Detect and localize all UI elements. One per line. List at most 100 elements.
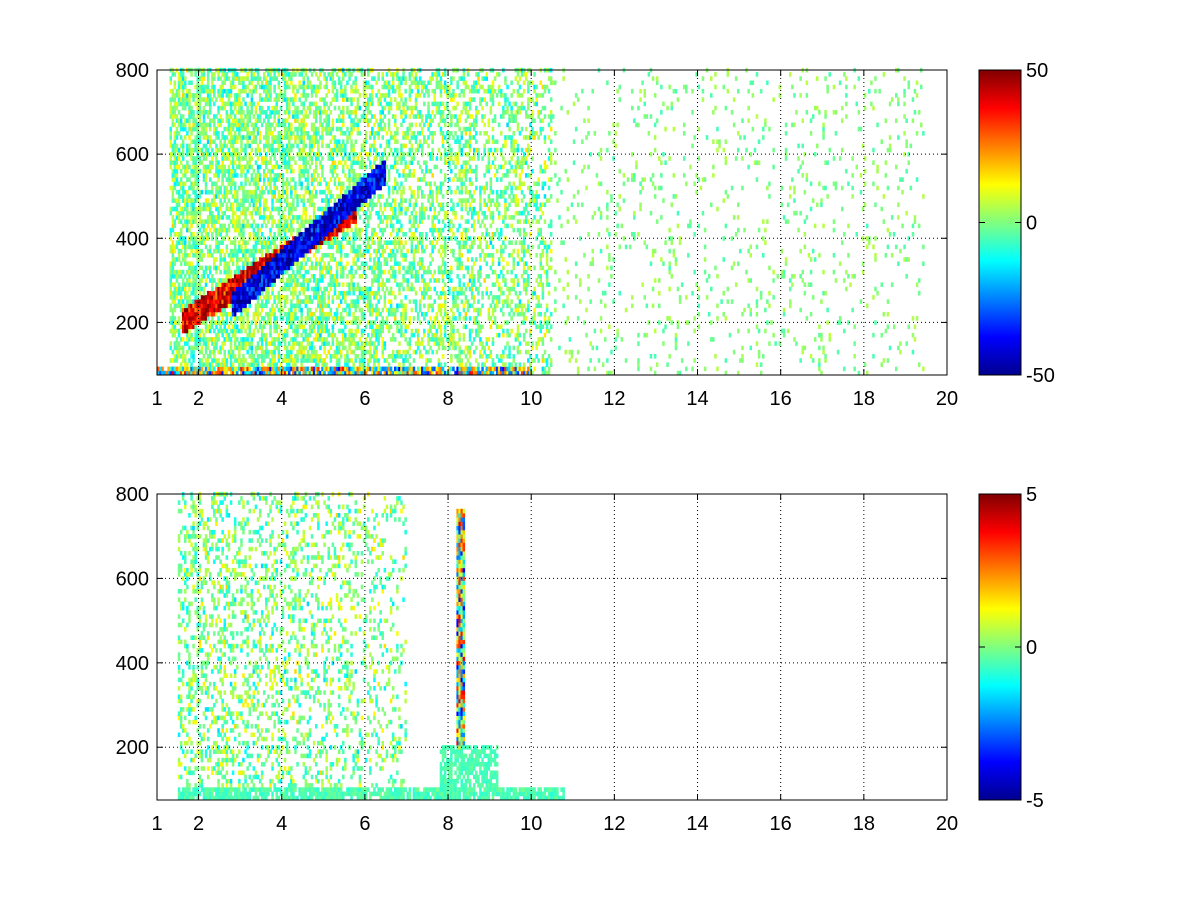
heatmap-cell <box>236 194 239 199</box>
heatmap-cell <box>236 206 239 212</box>
heatmap-cell <box>215 227 218 233</box>
heatmap-cell <box>306 84 310 90</box>
heatmap-cell <box>306 236 310 241</box>
heatmap-cell <box>227 366 231 372</box>
heatmap-cell <box>315 219 318 224</box>
heatmap-cell <box>381 72 384 77</box>
heatmap-cell <box>367 290 370 296</box>
heatmap-cell <box>377 366 380 372</box>
heatmap-cell <box>265 349 268 355</box>
heatmap-cell <box>362 118 366 123</box>
heatmap-cell <box>198 219 202 224</box>
heatmap-cell <box>383 240 387 245</box>
heatmap-cell <box>238 164 241 170</box>
heatmap-cell <box>352 332 355 338</box>
heatmap-cell <box>381 173 384 178</box>
heatmap-cell <box>179 370 183 376</box>
heatmap-cell <box>344 210 347 216</box>
heatmap-cell <box>389 354 393 359</box>
heatmap-cell <box>192 337 195 342</box>
heatmap-cell <box>206 303 210 309</box>
heatmap-cell <box>279 261 283 266</box>
heatmap-cell <box>244 295 247 300</box>
heatmap-cell <box>227 278 231 283</box>
heatmap-cell <box>387 240 391 245</box>
heatmap-cell <box>350 84 353 90</box>
heatmap-cell <box>294 105 297 111</box>
heatmap-cell <box>277 370 281 376</box>
heatmap-cell <box>279 265 283 271</box>
heatmap-cell <box>271 349 274 355</box>
heatmap-cell <box>394 269 397 275</box>
heatmap-cell <box>221 72 224 77</box>
heatmap-cell <box>319 324 322 330</box>
heatmap-cell <box>346 210 349 216</box>
heatmap-cell <box>233 240 237 245</box>
heatmap-cell <box>219 206 222 212</box>
heatmap-cell <box>231 80 235 86</box>
heatmap-cell <box>396 307 399 313</box>
heatmap-cell <box>275 164 278 170</box>
heatmap-cell <box>381 345 384 351</box>
heatmap-cell <box>354 261 357 266</box>
heatmap-cell <box>354 303 357 309</box>
heatmap-cell <box>387 177 391 182</box>
heatmap-cell <box>267 143 270 149</box>
heatmap-cell <box>312 135 316 140</box>
heatmap-cell <box>306 278 310 283</box>
heatmap-cell <box>298 253 301 258</box>
heatmap-cell <box>242 362 245 367</box>
heatmap-cell <box>381 354 384 359</box>
heatmap-cell <box>310 223 314 229</box>
heatmap-cell <box>173 206 177 212</box>
heatmap-cell <box>377 311 380 317</box>
heatmap-cell <box>248 181 251 187</box>
heatmap-cell <box>358 198 362 203</box>
heatmap-cell <box>304 299 308 304</box>
heatmap-cell <box>242 135 245 140</box>
heatmap-cell <box>198 370 202 376</box>
heatmap-cell <box>304 114 308 119</box>
heatmap-cell <box>196 80 199 86</box>
heatmap-cell <box>198 328 202 334</box>
heatmap-cell <box>342 147 345 153</box>
heatmap-cell <box>304 168 308 174</box>
heatmap-cell <box>327 261 330 266</box>
heatmap-cell <box>236 253 239 258</box>
heatmap-cell <box>375 278 378 283</box>
heatmap-cell <box>194 93 197 98</box>
heatmap-cell <box>263 147 266 153</box>
heatmap-cell <box>348 72 351 77</box>
heatmap-cell <box>288 147 291 153</box>
heatmap-cell <box>175 160 179 165</box>
heatmap-cell <box>337 206 341 212</box>
heatmap-cell <box>211 303 214 309</box>
heatmap-cell <box>246 274 249 279</box>
heatmap-cell <box>317 295 320 300</box>
heatmap-cell <box>196 147 199 153</box>
heatmap-cell <box>352 299 355 304</box>
heatmap-cell <box>265 97 268 102</box>
heatmap-cell <box>296 131 299 136</box>
heatmap-cell <box>252 202 256 208</box>
heatmap-cell <box>339 265 343 271</box>
heatmap-cell <box>265 80 268 86</box>
heatmap-cell <box>319 105 322 111</box>
heatmap-cell <box>217 177 220 182</box>
heatmap-cell <box>254 366 258 372</box>
heatmap-cell <box>209 97 212 102</box>
heatmap-cell <box>339 349 343 355</box>
heatmap-cell <box>260 282 264 287</box>
heatmap-cell <box>209 370 212 376</box>
heatmap-cell <box>281 72 285 77</box>
heatmap-cell <box>258 210 262 216</box>
heatmap-cell <box>196 257 199 262</box>
heatmap-cell <box>256 311 260 317</box>
heatmap-cell <box>252 177 256 182</box>
heatmap-cell <box>360 147 364 153</box>
heatmap-cell <box>381 248 384 254</box>
heatmap-cell <box>227 303 231 309</box>
heatmap-cell <box>373 189 376 195</box>
heatmap-cell <box>200 248 204 254</box>
heatmap-cell <box>323 253 326 258</box>
